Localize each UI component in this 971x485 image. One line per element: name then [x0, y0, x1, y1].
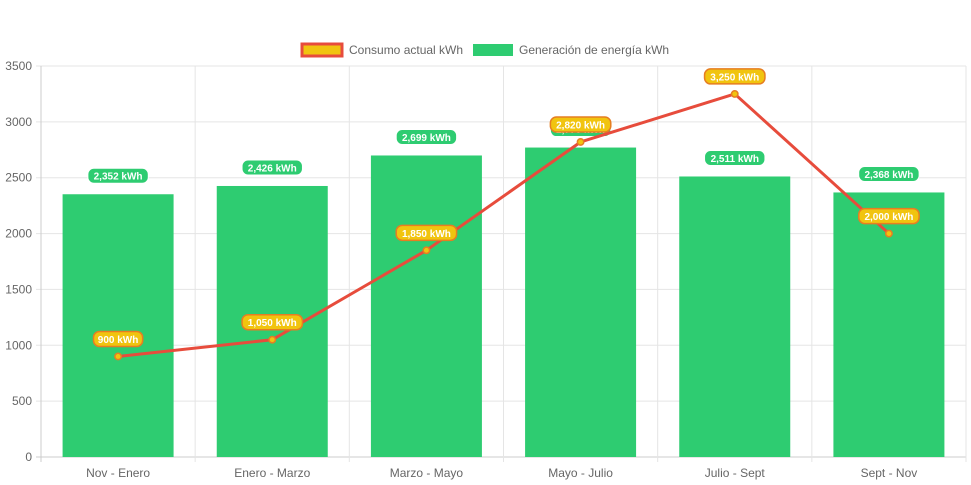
line-point[interactable]	[114, 352, 123, 361]
bar-value-badge	[87, 167, 149, 184]
line-value-badge	[549, 116, 612, 133]
line-value-label: 900 kWh	[98, 335, 139, 346]
bar-value-badge	[858, 165, 920, 182]
bar[interactable]	[525, 147, 637, 457]
y-tick-label: 3500	[5, 59, 32, 73]
bar-value-label: 2,426 kWh	[248, 163, 297, 174]
legend: Consumo actual kWh Generación de energía…	[300, 42, 669, 58]
line-value-label: 1,050 kWh	[248, 318, 297, 329]
bar-value-label: 2,699 kWh	[402, 133, 451, 144]
x-tick-label: Marzo - Mayo	[390, 466, 464, 480]
legend-item-consumo[interactable]: Consumo actual kWh	[300, 42, 463, 58]
line-value-badge	[703, 68, 766, 85]
x-tick-label: Mayo - Julio	[548, 466, 613, 480]
y-tick-label: 1500	[5, 282, 32, 296]
bar-value-badge	[704, 149, 766, 166]
line-value-badge	[395, 224, 458, 242]
y-tick-label: 1000	[5, 338, 32, 352]
consumo-line	[117, 92, 890, 358]
bar-layer	[62, 147, 945, 458]
line-value-badge	[857, 207, 920, 225]
y-tick-label: 3000	[5, 115, 32, 129]
line-point[interactable]	[422, 246, 431, 255]
y-tick-label: 500	[12, 394, 32, 408]
legend-swatch-generacion	[473, 44, 513, 56]
y-tick-label: 2500	[5, 171, 32, 185]
line-layer	[114, 89, 893, 361]
y-tick-label: 2000	[5, 227, 32, 241]
line-value-label: 2,000 kWh	[864, 212, 913, 223]
legend-label-consumo: Consumo actual kWh	[349, 43, 463, 57]
line-label-layer: 900 kWh 1,050 kWh 1,850 kWh 2,820 kWh 3,250 …	[92, 68, 920, 348]
bar-value-badge	[395, 128, 458, 145]
bar-value-label: 2,352 kWh	[94, 172, 143, 183]
x-tick-label: Nov - Enero	[86, 466, 150, 480]
line-value-label: 2,820 kWh	[556, 120, 605, 131]
legend-item-generacion[interactable]: Generación de energía kWh	[473, 43, 669, 57]
x-tick-label: Sept - Nov	[861, 466, 918, 480]
bar[interactable]	[62, 194, 174, 458]
bar-value-badge	[241, 159, 303, 176]
legend-swatch-consumo	[300, 42, 344, 58]
x-tick-label: Enero - Marzo	[234, 466, 310, 480]
y-tick-label: 0	[25, 450, 32, 464]
bar[interactable]	[679, 176, 791, 458]
legend-label-generacion: Generación de energía kWh	[519, 43, 669, 57]
line-value-label: 3,250 kWh	[710, 72, 759, 83]
line-value-label: 1,850 kWh	[402, 229, 451, 240]
bar-value-label: 2,511 kWh	[711, 154, 759, 165]
line-value-badge	[241, 313, 304, 331]
x-tick-label: Julio - Sept	[705, 466, 766, 480]
line-point[interactable]	[884, 229, 893, 238]
grid-layer	[36, 65, 967, 462]
line-point[interactable]	[576, 138, 585, 146]
bar[interactable]	[370, 155, 482, 457]
bar-value-label: 2,368 kWh	[864, 170, 913, 181]
axis-layer: 0 500 1000 1500 2000 2500 3000 3500 Nov - Enero E…	[5, 59, 917, 480]
line-point[interactable]	[268, 335, 277, 344]
line-value-badge	[92, 330, 144, 348]
line-point[interactable]	[730, 89, 739, 98]
